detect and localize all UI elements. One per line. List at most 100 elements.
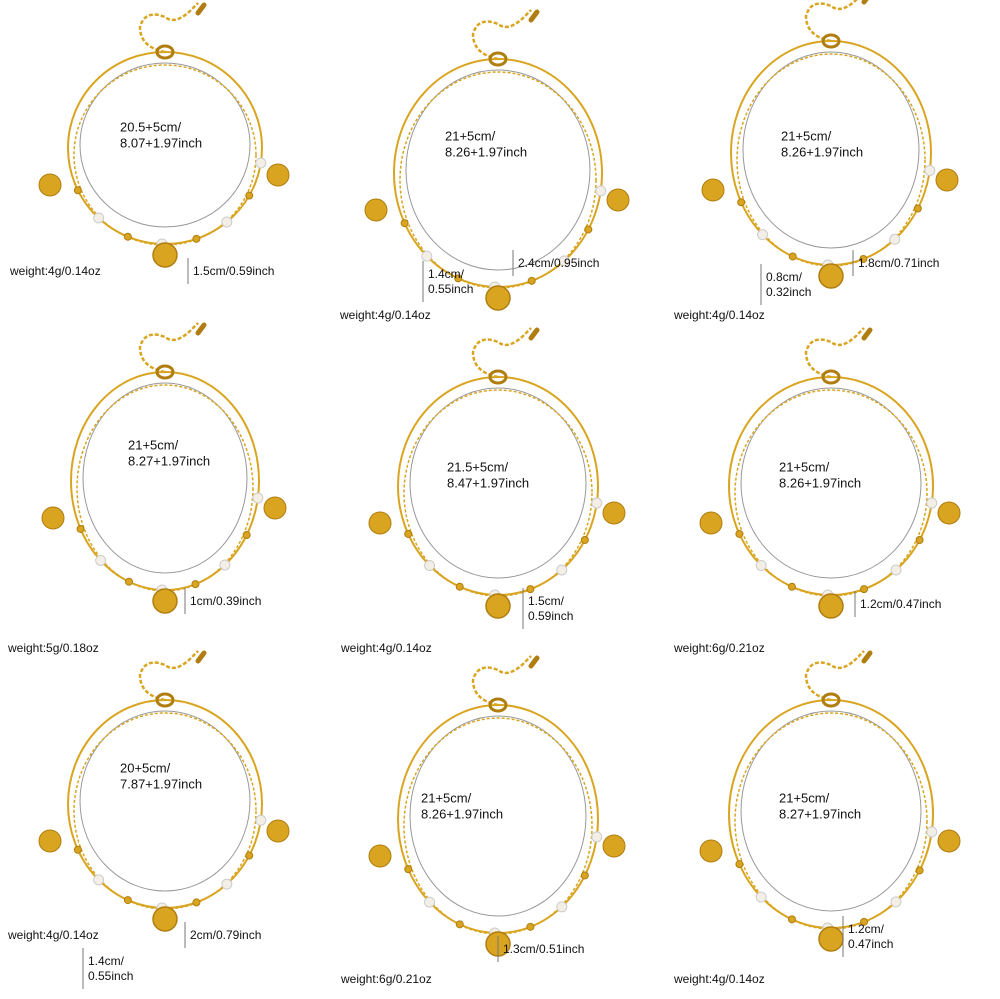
- charm: [266, 819, 290, 843]
- product-panel: 21+5cm/8.26+1.97inch 1.8cm/0.71inch 0.8cm/…: [673, 0, 959, 322]
- extender: [471, 655, 532, 707]
- size-text: 8.26+1.97inch: [445, 144, 527, 159]
- extender: [804, 327, 865, 379]
- size-text: 21+5cm/: [781, 128, 832, 143]
- charm: [602, 501, 626, 525]
- bead: [580, 536, 589, 545]
- charm: [364, 198, 388, 222]
- pendant: [818, 926, 844, 952]
- bead: [926, 497, 938, 509]
- size-text: 21+5cm/: [779, 459, 830, 474]
- bead: [421, 250, 433, 262]
- bead: [859, 254, 868, 263]
- bead: [787, 582, 796, 591]
- bead: [454, 274, 463, 283]
- clasp: [155, 364, 175, 380]
- bead: [252, 492, 264, 504]
- product-panel: 20.5+5cm/8.07+1.97inch 1.5cm/0.59inch weig…: [9, 2, 290, 284]
- bead: [915, 866, 924, 875]
- charm: [602, 834, 626, 858]
- size-text: 21.5+5cm/: [447, 459, 508, 474]
- bead: [755, 559, 767, 571]
- measure-text: 0.8cm/: [766, 270, 803, 284]
- bead: [255, 814, 267, 826]
- bead: [737, 198, 746, 207]
- bead: [191, 580, 200, 589]
- extender-drop: [195, 322, 207, 336]
- bead: [915, 536, 924, 545]
- bead: [584, 225, 593, 234]
- measure-text: 0.55inch: [428, 282, 473, 296]
- clasp: [155, 44, 175, 60]
- measure-text: 1.5cm/0.59inch: [193, 264, 274, 278]
- charm: [266, 163, 290, 187]
- bead: [404, 865, 413, 874]
- bead: [591, 497, 603, 509]
- weight-text: weight:4g/0.14oz: [7, 928, 99, 942]
- weight-text: weight:6g/0.21oz: [673, 641, 765, 655]
- size-text: 8.47+1.97inch: [447, 475, 529, 490]
- size-ring: [79, 62, 251, 228]
- size-ring: [82, 382, 248, 574]
- pendant: [152, 588, 178, 614]
- bead: [93, 874, 105, 886]
- extender: [804, 650, 865, 702]
- size-text: 8.27+1.97inch: [128, 453, 210, 468]
- measure-text: 1.2cm/0.47inch: [860, 597, 941, 611]
- clasp: [488, 369, 508, 385]
- weight-text: weight:4g/0.14oz: [339, 308, 431, 322]
- size-text: 21+5cm/: [128, 437, 179, 452]
- extender-drop: [861, 0, 869, 5]
- bead: [889, 233, 901, 245]
- extender-drop: [195, 650, 207, 664]
- pendant: [485, 285, 511, 311]
- bead: [788, 252, 797, 261]
- measure-text: 1.4cm/: [88, 954, 125, 968]
- bead: [123, 896, 132, 905]
- size-text: 8.26+1.97inch: [781, 144, 863, 159]
- bead: [95, 554, 107, 566]
- bead: [558, 255, 570, 267]
- size-ring: [409, 715, 587, 917]
- weight-text: weight:4g/0.14oz: [673, 308, 765, 322]
- charm: [263, 496, 287, 520]
- extender-drop: [528, 327, 540, 341]
- size-text: 20+5cm/: [120, 760, 171, 775]
- size-text: 8.27+1.97inch: [779, 806, 861, 821]
- extender: [804, 0, 858, 43]
- extender: [138, 2, 199, 54]
- measure-text: 1cm/0.39inch: [190, 594, 261, 608]
- bead: [221, 878, 233, 890]
- bead: [860, 585, 869, 594]
- clasp: [488, 697, 508, 713]
- weight-text: weight:4g/0.14oz: [340, 641, 432, 655]
- charm: [937, 829, 961, 853]
- bead: [526, 922, 535, 931]
- product-panel: 21+5cm/8.27+1.97inch 1.2cm/0.47inch weight…: [673, 650, 961, 986]
- bead: [424, 896, 436, 908]
- charm: [38, 173, 62, 197]
- charm: [701, 178, 725, 202]
- weight-text: weight:6g/0.21oz: [340, 972, 432, 986]
- charm: [368, 511, 392, 535]
- extender-drop: [861, 327, 873, 341]
- measure-text: 1.3cm/0.51inch: [503, 942, 584, 956]
- product-panel: 21.5+5cm/8.47+1.97inch 1.5cm/0.59inch weig…: [340, 327, 626, 655]
- measure-text: 1.5cm/: [528, 594, 565, 608]
- clasp: [821, 692, 841, 708]
- bead: [125, 577, 134, 586]
- weight-text: weight:5g/0.18oz: [7, 641, 99, 655]
- measure-text: 0.47inch: [848, 937, 893, 951]
- charm: [935, 168, 959, 192]
- bead: [424, 559, 436, 571]
- clasp: [488, 51, 508, 67]
- clasp: [821, 369, 841, 385]
- bead: [455, 920, 464, 929]
- pendant: [152, 906, 178, 932]
- bead: [76, 524, 85, 533]
- bead: [860, 917, 869, 926]
- bead: [400, 219, 409, 228]
- bead: [455, 582, 464, 591]
- bead: [890, 896, 902, 908]
